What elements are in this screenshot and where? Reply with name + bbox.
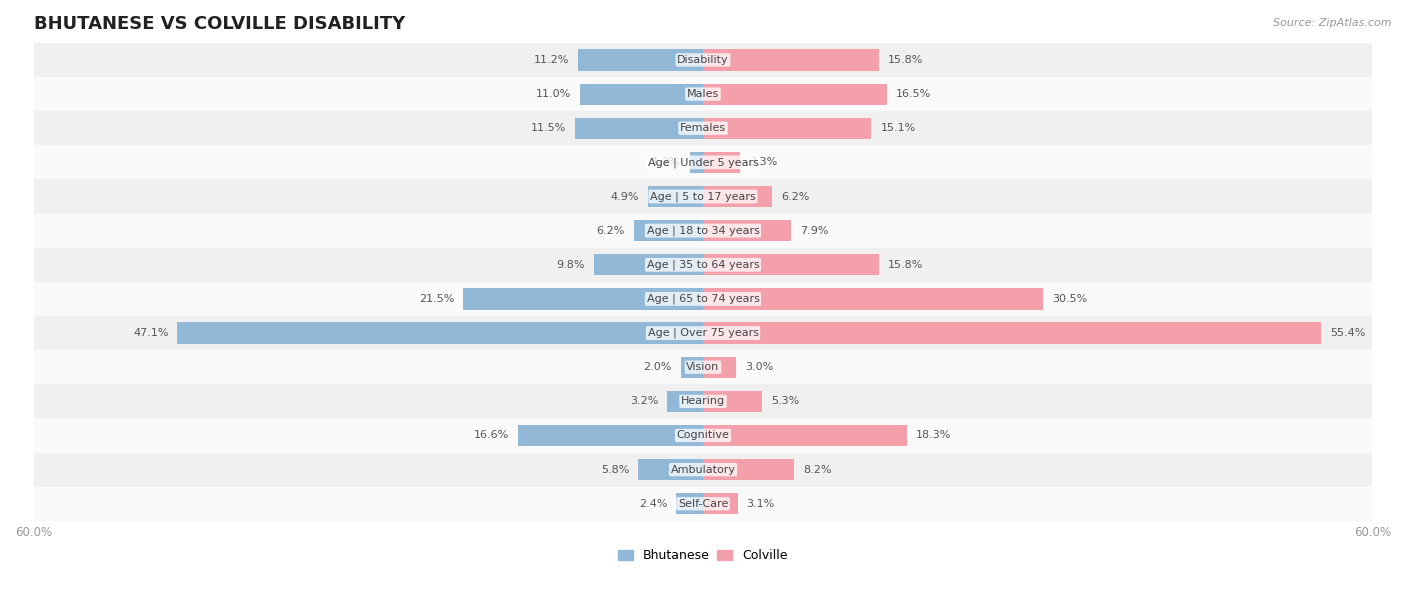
Bar	[34, 316, 1372, 350]
Bar	[34, 282, 1372, 316]
Text: 2.4%: 2.4%	[638, 499, 668, 509]
Text: 3.0%: 3.0%	[745, 362, 773, 372]
Text: 7.9%: 7.9%	[800, 226, 828, 236]
Bar	[517, 425, 703, 446]
Bar	[593, 254, 703, 275]
Text: 6.2%: 6.2%	[782, 192, 810, 201]
Bar	[578, 50, 703, 70]
Bar	[34, 487, 1372, 521]
Text: Self-Care: Self-Care	[678, 499, 728, 509]
Text: Hearing: Hearing	[681, 397, 725, 406]
Bar	[34, 350, 1372, 384]
Text: 30.5%: 30.5%	[1052, 294, 1087, 304]
Bar	[648, 186, 703, 207]
Text: Vision: Vision	[686, 362, 720, 372]
Bar	[703, 220, 792, 241]
Bar	[703, 493, 738, 514]
Text: Disability: Disability	[678, 55, 728, 65]
Bar	[34, 214, 1372, 248]
Text: Age | Over 75 years: Age | Over 75 years	[648, 328, 758, 338]
Text: Age | 35 to 64 years: Age | 35 to 64 years	[647, 259, 759, 270]
Text: 11.5%: 11.5%	[530, 123, 565, 133]
Bar	[703, 254, 879, 275]
Text: Cognitive: Cognitive	[676, 430, 730, 441]
Bar	[34, 248, 1372, 282]
Bar	[689, 152, 703, 173]
Text: Females: Females	[681, 123, 725, 133]
Text: 4.9%: 4.9%	[610, 192, 640, 201]
Bar	[34, 145, 1372, 179]
Bar	[34, 111, 1372, 145]
Text: 16.5%: 16.5%	[896, 89, 931, 99]
Text: 16.6%: 16.6%	[474, 430, 509, 441]
Text: 3.3%: 3.3%	[749, 157, 778, 167]
Bar	[703, 152, 740, 173]
Bar	[34, 179, 1372, 214]
Bar	[703, 50, 879, 70]
Bar	[34, 384, 1372, 419]
Bar	[703, 459, 794, 480]
Bar	[703, 83, 887, 105]
Text: Ambulatory: Ambulatory	[671, 465, 735, 475]
Text: 11.2%: 11.2%	[534, 55, 569, 65]
Bar	[676, 493, 703, 514]
Text: 5.8%: 5.8%	[600, 465, 630, 475]
Bar	[703, 357, 737, 378]
Text: 15.8%: 15.8%	[889, 259, 924, 270]
Text: Source: ZipAtlas.com: Source: ZipAtlas.com	[1274, 18, 1392, 28]
Bar	[703, 390, 762, 412]
Bar	[34, 419, 1372, 452]
Bar	[34, 452, 1372, 487]
Text: 5.3%: 5.3%	[770, 397, 799, 406]
Text: 8.2%: 8.2%	[803, 465, 832, 475]
Text: Age | 65 to 74 years: Age | 65 to 74 years	[647, 294, 759, 304]
Bar	[575, 118, 703, 139]
Bar	[703, 186, 772, 207]
Bar	[34, 43, 1372, 77]
Text: 1.2%: 1.2%	[652, 157, 681, 167]
Text: 9.8%: 9.8%	[557, 259, 585, 270]
Text: Age | Under 5 years: Age | Under 5 years	[648, 157, 758, 168]
Text: 11.0%: 11.0%	[536, 89, 571, 99]
Bar	[581, 83, 703, 105]
Legend: Bhutanese, Colville: Bhutanese, Colville	[613, 544, 793, 567]
Text: 55.4%: 55.4%	[1330, 328, 1365, 338]
Text: 15.8%: 15.8%	[889, 55, 924, 65]
Bar	[634, 220, 703, 241]
Bar	[703, 425, 907, 446]
Bar	[668, 390, 703, 412]
Text: BHUTANESE VS COLVILLE DISABILITY: BHUTANESE VS COLVILLE DISABILITY	[34, 15, 405, 33]
Text: 6.2%: 6.2%	[596, 226, 624, 236]
Bar	[703, 288, 1043, 310]
Text: 47.1%: 47.1%	[134, 328, 169, 338]
Bar	[703, 323, 1322, 344]
Text: Age | 5 to 17 years: Age | 5 to 17 years	[650, 192, 756, 202]
Text: 18.3%: 18.3%	[917, 430, 952, 441]
Text: 15.1%: 15.1%	[880, 123, 915, 133]
Text: 3.1%: 3.1%	[747, 499, 775, 509]
Bar	[177, 323, 703, 344]
Text: Males: Males	[688, 89, 718, 99]
Bar	[463, 288, 703, 310]
Bar	[638, 459, 703, 480]
Text: Age | 18 to 34 years: Age | 18 to 34 years	[647, 225, 759, 236]
Text: 3.2%: 3.2%	[630, 397, 658, 406]
Text: 21.5%: 21.5%	[419, 294, 454, 304]
Bar	[681, 357, 703, 378]
Bar	[34, 77, 1372, 111]
Text: 2.0%: 2.0%	[644, 362, 672, 372]
Bar	[703, 118, 872, 139]
